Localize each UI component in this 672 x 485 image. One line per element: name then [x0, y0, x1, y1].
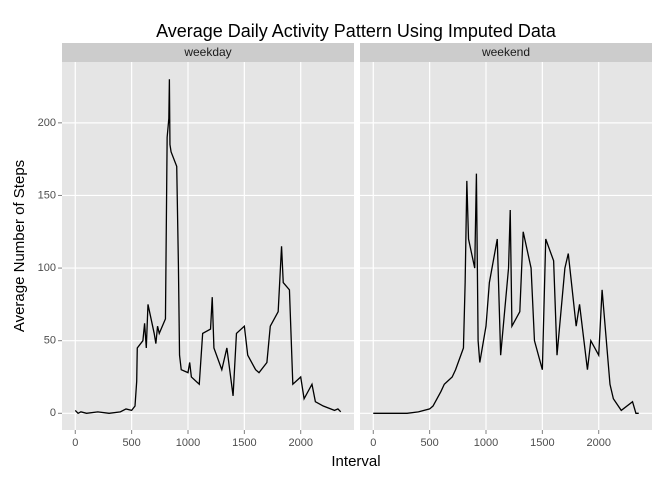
- x-tick-label: 0: [72, 437, 78, 449]
- facet-strip: [62, 43, 354, 62]
- x-axis-label: Interval: [331, 453, 380, 470]
- x-tick-label: 500: [122, 437, 140, 449]
- x-tick-label: 0: [370, 437, 376, 449]
- y-tick-label: 50: [44, 335, 56, 347]
- facet-label: weekday: [183, 45, 231, 59]
- x-tick-label: 1000: [474, 437, 498, 449]
- x-tick-label: 2000: [288, 437, 312, 449]
- y-tick-label: 100: [38, 262, 56, 274]
- facet-strip: [360, 43, 652, 62]
- x-tick-label: 1000: [176, 437, 200, 449]
- y-tick-label: 0: [50, 407, 56, 419]
- x-tick-label: 2000: [586, 437, 610, 449]
- x-tick-label: 1500: [232, 437, 256, 449]
- x-tick-label: 1500: [530, 437, 554, 449]
- y-tick-label: 200: [38, 117, 56, 129]
- line: [373, 173, 639, 414]
- facet-label: weekend: [481, 45, 530, 59]
- line: [74, 79, 342, 415]
- panel-background: [360, 62, 652, 430]
- y-axis-label: Average Number of Steps: [11, 160, 28, 332]
- chart-title: Average Daily Activity Pattern Using Imp…: [156, 21, 557, 41]
- y-tick-label: 150: [38, 189, 56, 201]
- x-tick-label: 500: [420, 437, 438, 449]
- panel-background: [62, 62, 354, 430]
